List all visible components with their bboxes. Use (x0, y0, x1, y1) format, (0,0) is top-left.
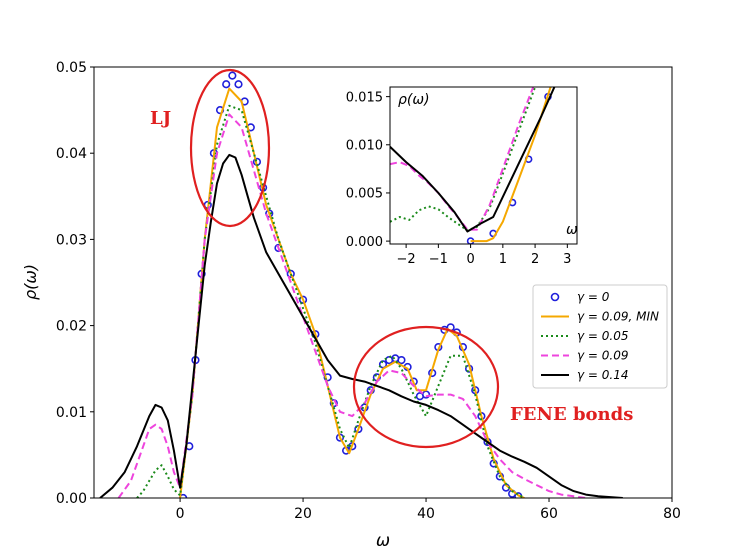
y-axis-label: ρ(ω) (21, 264, 40, 300)
x-axis-label: ω (376, 531, 390, 551)
main-plot-frame (93, 66, 673, 499)
inset-x-tick-label: 0 (466, 252, 474, 267)
main-series--0-point (354, 424, 363, 434)
inset-frame (389, 86, 578, 245)
main-y-tick-label: 0.03 (56, 232, 87, 248)
inset-x-tick-label: −1 (429, 252, 448, 267)
main-x-tick-label: 20 (294, 506, 312, 522)
inset-y-tick-label: 0.005 (346, 187, 383, 202)
lj-highlight-circle (189, 68, 271, 228)
inset-background (390, 87, 577, 244)
main-x-tick-label: 0 (176, 506, 185, 522)
main-series--0-point (286, 269, 295, 278)
legend-marker (550, 292, 560, 302)
main-x-tick-label: 80 (663, 506, 681, 522)
legend-box (532, 284, 668, 389)
main-series--0-point (323, 373, 332, 382)
main-series--0-point (179, 493, 188, 498)
main-series--0-point (397, 355, 406, 365)
main-series--0-point (329, 399, 338, 408)
inset-y-tick-label: 0.000 (346, 235, 383, 250)
main-y-tick-label: 0.00 (56, 491, 87, 507)
main-y-tick-label: 0.02 (56, 319, 87, 335)
legend-entry-label: γ = 0.05 (577, 329, 629, 343)
main-axes-ticks: 0 20 40 60 800.000.010.020.030.040.05 (56, 60, 681, 522)
inset-series--0-09-min-line (470, 87, 552, 243)
main-series--0-09-min-line (179, 87, 525, 498)
main-series--0-09-line (117, 113, 587, 498)
main-series--0-14-line (99, 153, 623, 498)
fene-highlight-circle (352, 325, 500, 449)
legend: γ = 0 γ = 0.09, MIN γ = 0.05 γ = 0.09 γ = 0.… (532, 284, 668, 389)
inset-x-tick-label: 2 (531, 252, 539, 267)
inset-y-tick-label: 0.015 (346, 90, 383, 105)
main-y-tick-label: 0.01 (56, 405, 87, 421)
inset-x-tick-label: 1 (499, 252, 507, 267)
legend-entry-label: γ = 0.14 (577, 368, 629, 382)
inset-x-tick-label: −2 (397, 252, 416, 267)
inset-x-tick-label: 3 (563, 252, 571, 267)
legend-entry-label: γ = 0.09, MIN (577, 310, 659, 324)
main-y-tick-label: 0.04 (56, 146, 87, 162)
fene-annotation: FENE bonds (510, 404, 633, 425)
main-series--0-point (265, 209, 274, 218)
main-series--0-point (298, 295, 308, 304)
inset-series--0-14-line (390, 87, 556, 233)
inset-x-label: ω (566, 222, 578, 238)
legend-entry-label: γ = 0.09 (577, 349, 629, 363)
legend-entry-label: γ = 0 (577, 290, 610, 304)
main-x-tick-label: 60 (540, 506, 558, 522)
lj-annotation: LJ (150, 108, 171, 129)
inset-plot-marks (390, 87, 556, 244)
main-y-tick-label: 0.05 (56, 60, 87, 76)
main-series--0-point (228, 71, 237, 80)
main-plot-marks (99, 71, 623, 498)
inset-axes-ticks: −2 −1 0 1 2 3 0.000 0.005 0.010 0.015 (346, 90, 572, 267)
inset-y-label: ρ(ω) (398, 92, 430, 108)
main-x-tick-label: 40 (417, 506, 435, 522)
main-series--0-point (234, 80, 243, 89)
inset-y-tick-label: 0.010 (346, 138, 383, 153)
main-series--0-point (222, 80, 231, 89)
